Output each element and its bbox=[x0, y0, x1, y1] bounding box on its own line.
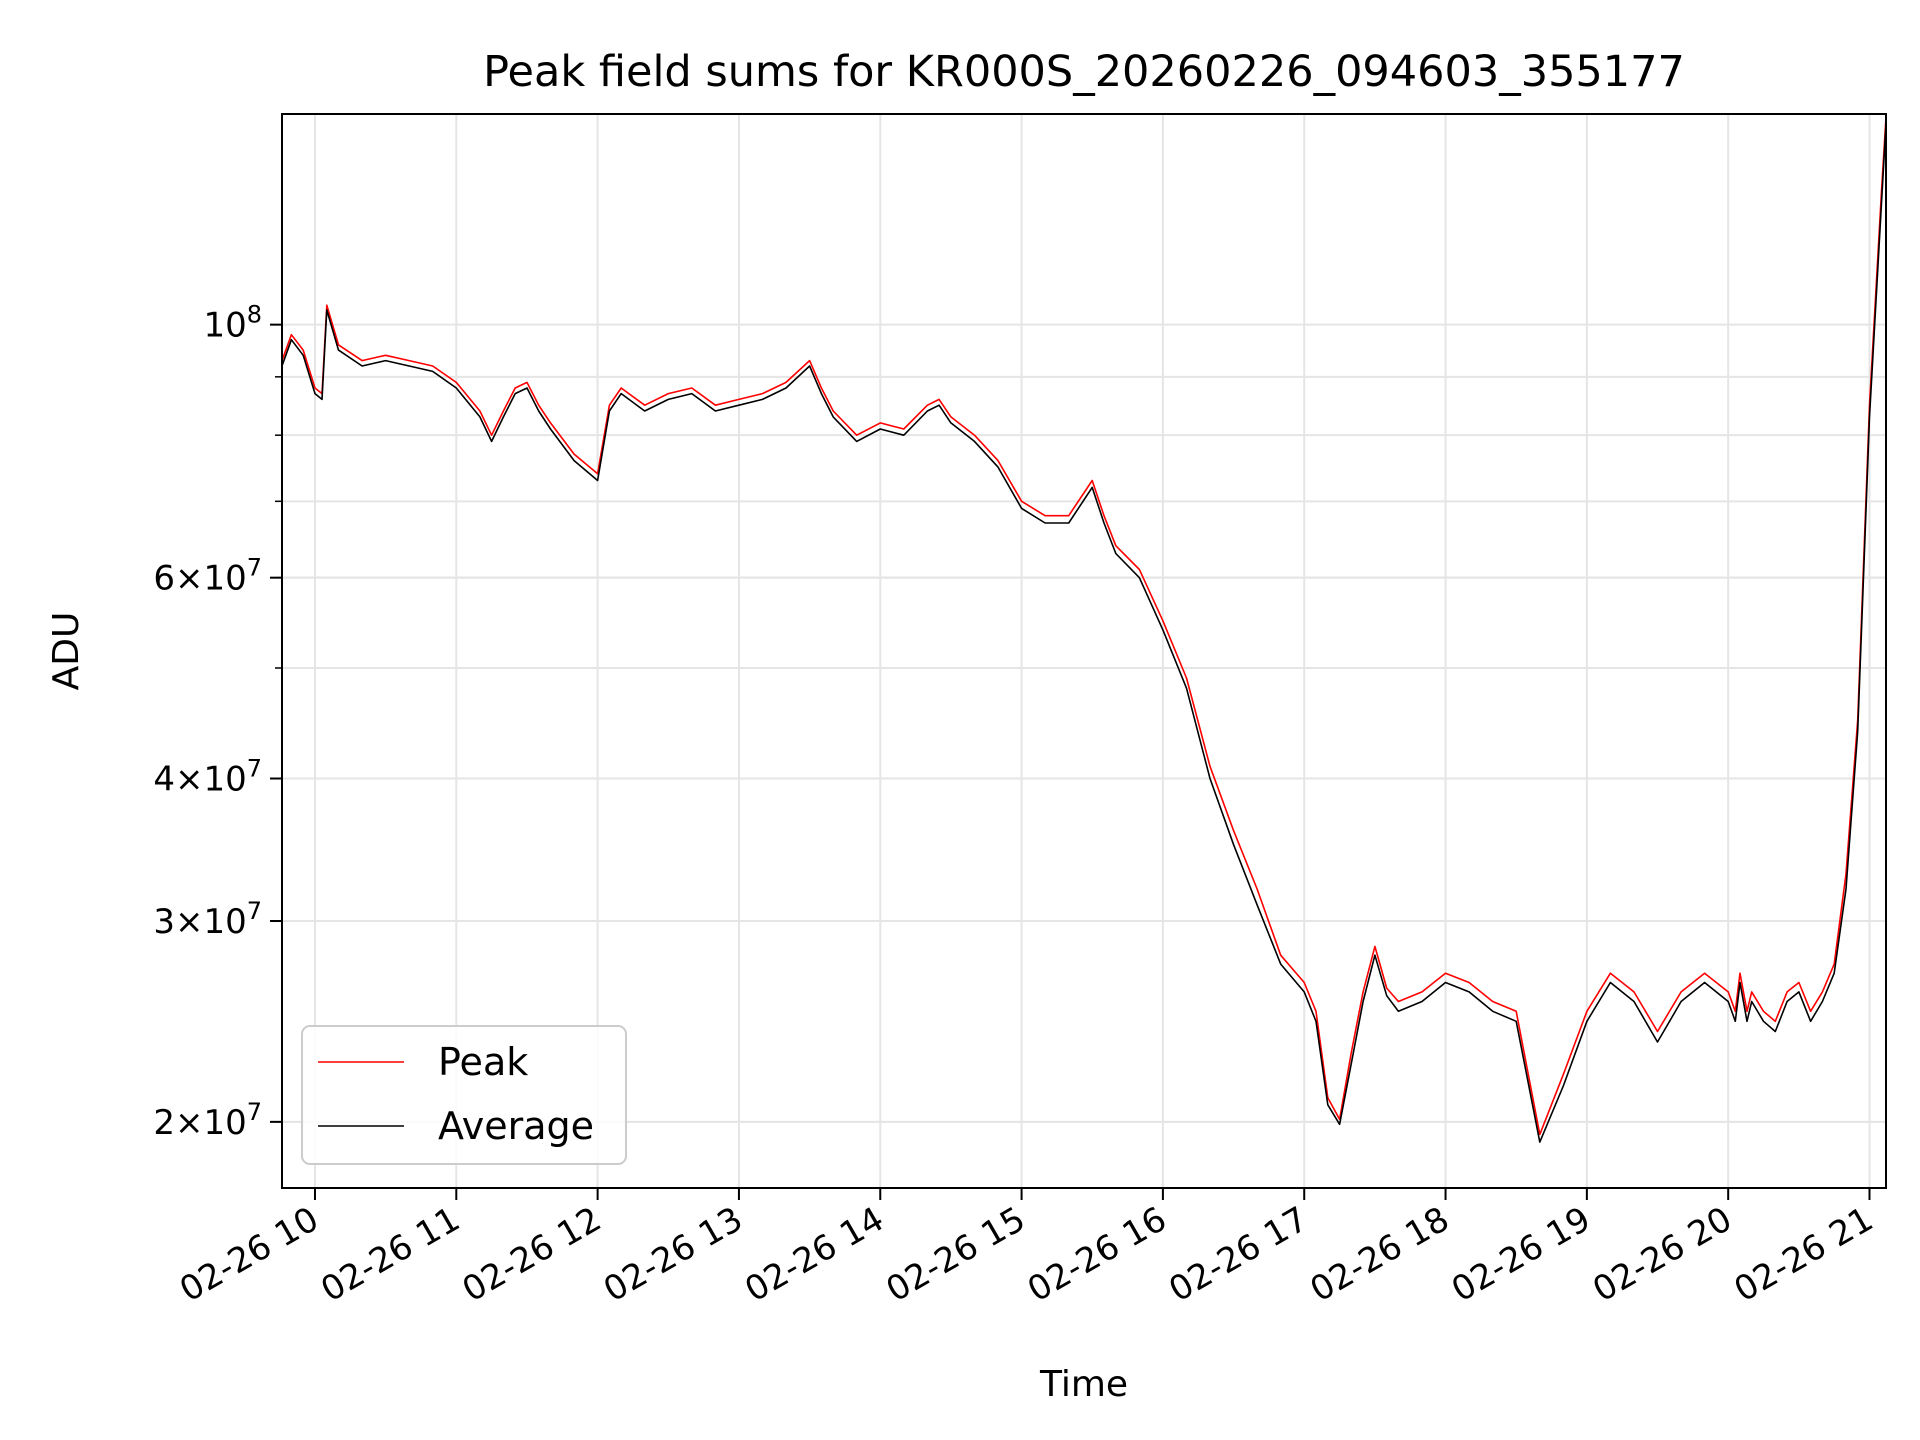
series-peak-line bbox=[281, 117, 1887, 1136]
series-average-line bbox=[281, 123, 1887, 1143]
y-axis-label: ADU bbox=[46, 612, 87, 691]
y-tick-label: 6×107 bbox=[153, 554, 262, 599]
plot-frame bbox=[281, 113, 1887, 1189]
x-axis-label: Time bbox=[1039, 1364, 1128, 1405]
y-tick-label: 4×107 bbox=[153, 755, 262, 800]
legend: Peak Average bbox=[301, 1025, 627, 1165]
grid bbox=[282, 114, 1886, 1188]
legend-peak-label: Peak bbox=[438, 1040, 528, 1084]
y-tick-label: 2×107 bbox=[153, 1098, 262, 1143]
series-layer bbox=[281, 117, 1887, 1143]
legend-box bbox=[301, 1025, 627, 1165]
chart-title: Peak field sums for KR000S_20260226_0946… bbox=[483, 47, 1685, 97]
y-tick-label: 108 bbox=[203, 301, 262, 346]
y-tick-label: 3×107 bbox=[153, 897, 262, 942]
legend-average-label: Average bbox=[438, 1104, 594, 1148]
